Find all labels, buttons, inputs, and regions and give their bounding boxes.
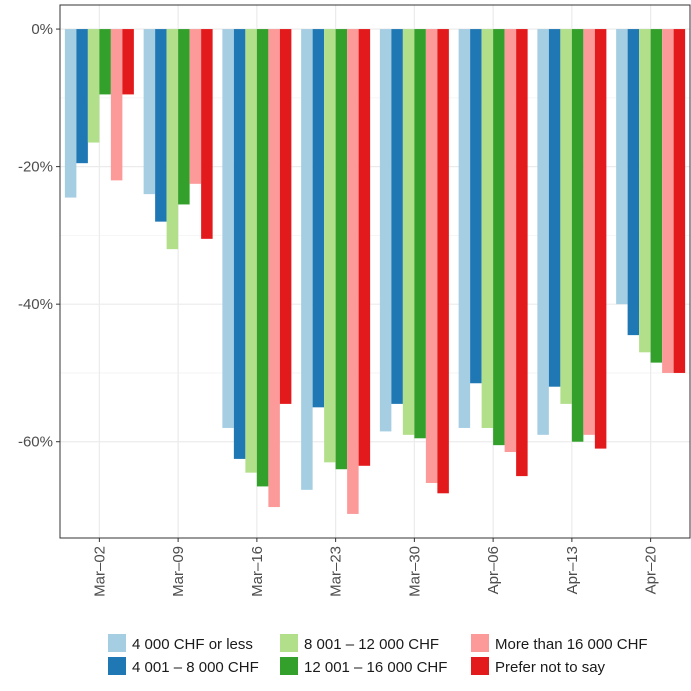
bar [122,29,134,95]
y-axis: 0% -20% -40% -60% [18,21,60,451]
x-tick-label: Mar–02 [91,546,108,597]
bar [571,29,584,442]
bar [76,29,88,164]
legend-swatch [471,657,489,675]
bar [233,29,246,459]
bar [458,29,471,428]
legend-swatch [108,634,126,652]
bar [616,29,628,305]
y-tick-label: -60% [18,434,53,451]
bar [99,29,111,95]
legend-label: More than 16 000 CHF [495,636,648,653]
bar [673,29,686,373]
bar [189,29,202,184]
bar [256,29,269,487]
bar [516,29,528,477]
bar [143,29,156,195]
bar [583,29,595,435]
legend-swatch [280,657,298,675]
legend-label: 8 001 – 12 000 CHF [304,636,439,653]
bar [155,29,167,222]
bar [470,29,482,384]
bar [402,29,415,435]
legend-swatch [108,657,126,675]
bar [222,29,234,428]
bar [548,29,561,387]
bars [64,29,686,514]
legend-label: Prefer not to say [495,659,606,676]
x-tick-label: Apr–06 [485,546,502,594]
bar [537,29,549,435]
bar [437,29,449,494]
bar [268,29,280,508]
legend: 4 000 CHF or less 4 001 – 8 000 CHF 8 001 … [108,634,648,676]
x-axis: Mar–02 Mar–09 Mar–16 Mar–23 Mar–30 Apr–06 Apr–… [91,538,660,597]
plot-border [59,4,691,539]
x-tick-label: Apr–20 [643,546,660,594]
y-tick-label: -20% [18,159,53,176]
bar [312,29,325,408]
x-tick-label: Mar–16 [249,546,266,597]
bar [560,29,572,404]
bar [178,29,190,205]
legend-label: 4 001 – 8 000 CHF [132,659,259,676]
legend-swatch [471,634,489,652]
bar [301,29,313,490]
bar [347,29,359,514]
bar [358,29,371,466]
bar [335,29,348,470]
x-tick-label: Mar–30 [406,546,423,597]
y-tick-label: -40% [18,296,53,313]
bar [379,29,392,432]
legend-label: 4 000 CHF or less [132,636,253,653]
bar [324,29,336,463]
y-tick-label: 0% [31,21,53,38]
bar [493,29,505,446]
bar [650,29,663,363]
bar [504,29,517,453]
bar [594,29,607,449]
bar [627,29,640,336]
bar [64,29,77,198]
bar [481,29,494,428]
bar [279,29,292,404]
bar [201,29,213,239]
legend-swatch [280,634,298,652]
bar [166,29,179,250]
x-tick-label: Mar–09 [170,546,187,597]
bar [391,29,403,404]
x-tick-label: Apr–13 [564,546,581,594]
bar [639,29,651,353]
bar [414,29,426,439]
legend-label: 12 001 – 16 000 CHF [304,659,447,676]
x-tick-label: Mar–23 [328,546,345,597]
bar [110,29,123,181]
bar [245,29,257,473]
bar [87,29,100,143]
bar [662,29,674,373]
bar [425,29,438,483]
